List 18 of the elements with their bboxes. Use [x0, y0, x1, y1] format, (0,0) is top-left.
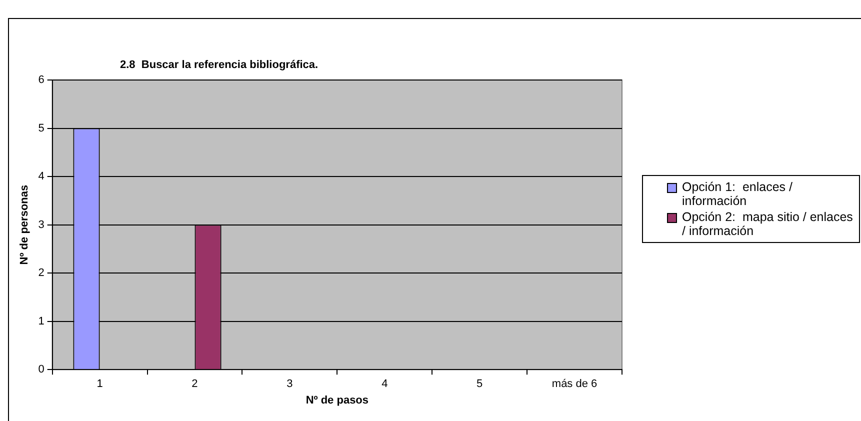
y-tick-label: 1 [38, 315, 44, 328]
y-tick-label: 5 [38, 122, 44, 134]
x-axis-title: Nº de pasos [306, 394, 369, 406]
x-tick-label: 2 [192, 378, 198, 390]
y-tick-label: 0 [38, 364, 44, 376]
y-axis-title: Nº de personas [18, 184, 31, 265]
y-tick-label: 6 [38, 74, 44, 86]
legend-label: Opción 1: enlaces / información [682, 180, 794, 208]
y-tick-label: 2 [38, 267, 44, 280]
x-tick-label: más de 6 [552, 378, 598, 390]
legend-label: Opción 2: mapa sitio / enlaces / información [682, 210, 854, 238]
x-tick-label: 3 [286, 378, 293, 390]
chart-title: 2.8 Buscar la referencia bibliográfica. [120, 59, 318, 71]
x-tick-label: 5 [476, 378, 483, 390]
y-tick-label: 3 [38, 218, 44, 231]
x-tick-label: 1 [96, 378, 103, 390]
x-tick-label: 4 [382, 378, 388, 390]
y-tick-label: 4 [38, 170, 44, 183]
